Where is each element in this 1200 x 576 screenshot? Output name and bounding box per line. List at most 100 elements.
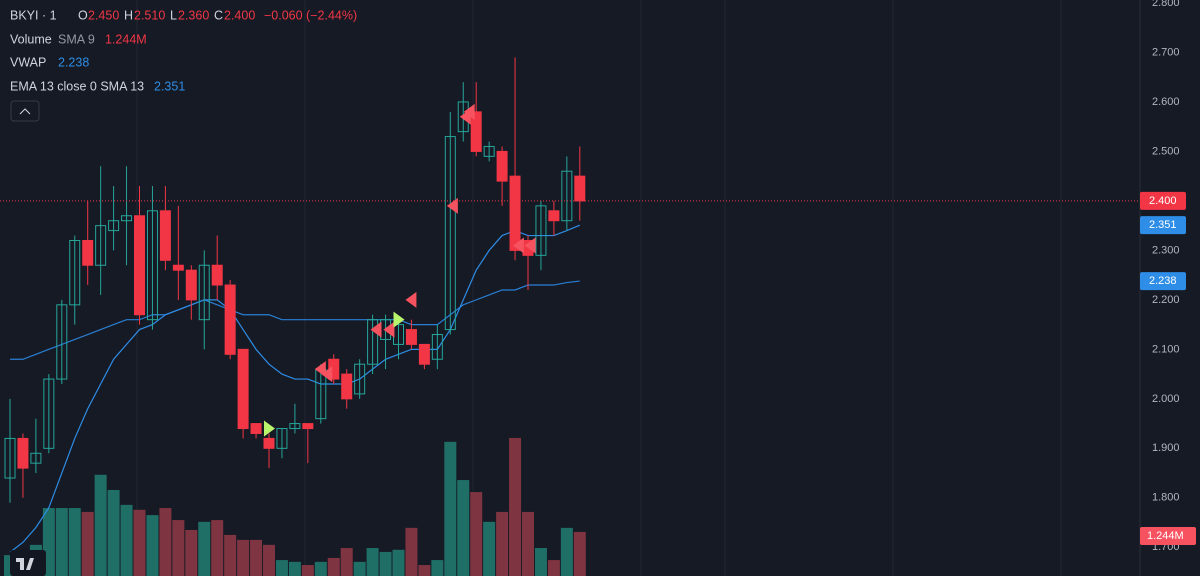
signal-marker (383, 321, 395, 338)
volume-bar (327, 557, 340, 576)
volume-bar (314, 561, 327, 576)
volume-bar (547, 560, 560, 576)
candle-body (276, 428, 288, 449)
candle-body (535, 205, 547, 256)
volume-bar (133, 509, 146, 576)
candle-body (82, 239, 94, 266)
legend-value: 2.238 (58, 55, 89, 69)
candle-body (95, 225, 107, 266)
candle-body (237, 348, 249, 430)
change-value: −0.060 (−2.44%) (264, 8, 357, 22)
legend-value: 2.351 (154, 79, 185, 93)
candle-body (108, 220, 120, 232)
volume-bar (185, 529, 198, 576)
volume-bar (288, 561, 301, 576)
volume-bar (522, 511, 534, 576)
signal-marker (370, 321, 382, 338)
candle-body (43, 378, 55, 449)
candle-body (405, 329, 417, 345)
volume-bar (250, 539, 263, 576)
v-grid (136, 0, 1062, 576)
indicator-line (10, 280, 580, 360)
high-value: 2.510 (134, 8, 165, 22)
volume-bar (55, 508, 68, 576)
volume-badge (1140, 527, 1196, 545)
volume-bar (496, 511, 509, 576)
candle-body (483, 145, 495, 157)
candle-body (159, 210, 171, 261)
volume-bar (444, 441, 457, 576)
volume-bar (120, 504, 133, 576)
candle-body (172, 264, 184, 271)
logo (10, 550, 46, 576)
candle-body (211, 264, 223, 286)
collapse-icon (19, 108, 31, 115)
price-badge-label: 2.400 (1149, 195, 1177, 207)
candle-body (121, 215, 133, 222)
volume-bar (68, 508, 81, 576)
signal-marker (264, 420, 275, 437)
candle-body (574, 175, 586, 202)
close-value: 2.400 (224, 8, 255, 22)
candle-body (548, 210, 560, 222)
volume-bar (379, 551, 392, 576)
y-tick-label: 2.600 (1152, 96, 1180, 108)
volume-bar (560, 527, 573, 576)
candle-body (470, 111, 482, 152)
y-tick-label: 2.800 (1152, 0, 1180, 9)
volume-bar (483, 521, 496, 576)
volume-badge-label: 1.244M (1147, 530, 1184, 542)
signal-marker (512, 237, 524, 254)
volume-bar (509, 437, 522, 576)
y-tick-label: 2.100 (1152, 343, 1180, 355)
candle-body (224, 284, 236, 355)
volume-bar (457, 480, 470, 576)
candle-body (431, 334, 443, 360)
candle-body (354, 363, 366, 395)
volume-bar (301, 565, 314, 576)
volume-bar (94, 474, 107, 576)
volume-bar (224, 534, 237, 576)
candle-body (146, 210, 158, 321)
ohlc-key: H (124, 8, 133, 22)
candle-body (4, 437, 16, 479)
legend-value: 1.244M (105, 32, 147, 46)
candle-body (367, 319, 379, 365)
ohlc-key: O (78, 8, 88, 22)
volume-bar (431, 560, 444, 576)
volume-bar (263, 544, 275, 576)
ohlc-key: L (170, 8, 177, 22)
legend-volume: Volume (10, 32, 52, 46)
signal-marker (524, 237, 536, 254)
volume-bar (353, 561, 366, 576)
price-badge-label: 2.351 (1149, 219, 1177, 231)
candle-body (302, 423, 314, 430)
candle-body (561, 170, 573, 222)
candle-body (17, 437, 29, 469)
y-tick-label: 2.700 (1152, 46, 1180, 58)
indicator-line (9, 224, 581, 553)
ohlc-key: C (214, 8, 223, 22)
volume-bar (470, 492, 483, 576)
y-tick-label: 2.000 (1152, 393, 1180, 405)
volume-bar (366, 548, 379, 576)
volume-bar (418, 565, 431, 576)
price-badge (1140, 191, 1186, 210)
candle-body (134, 215, 145, 316)
volume-bar (237, 539, 250, 576)
candle-body (198, 264, 210, 321)
y-tick-label: 1.900 (1152, 442, 1180, 454)
price-badge (1140, 272, 1186, 291)
volume-bar (107, 489, 120, 576)
legend-study: SMA 9 (58, 32, 95, 46)
candle-body (341, 373, 353, 400)
volume-bar (405, 527, 418, 576)
candle-body (30, 452, 42, 464)
collapse-button[interactable] (10, 100, 40, 122)
y-tick-label: 2.300 (1152, 244, 1180, 256)
candle-body (56, 304, 68, 380)
signal-marker (446, 197, 458, 214)
candle-body (418, 343, 430, 365)
legend-ema: EMA 13 close 0 SMA 13 (10, 79, 144, 93)
volume-bar (340, 548, 353, 576)
